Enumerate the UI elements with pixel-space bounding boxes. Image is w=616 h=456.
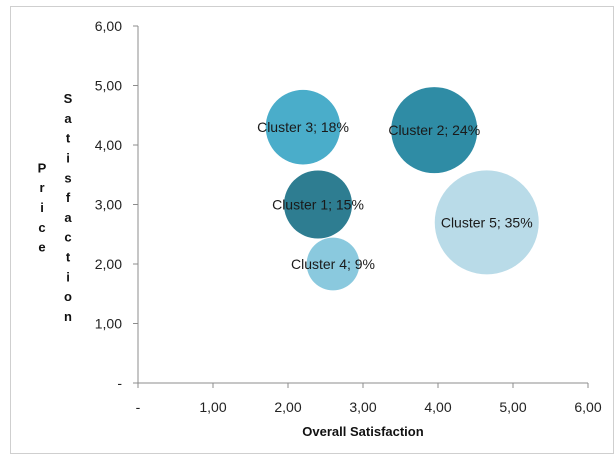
y-axis-title-letter: t <box>66 250 71 265</box>
y-axis-title-letter: a <box>64 111 72 126</box>
y-tick-label: 1,00 <box>95 316 122 332</box>
y-axis-title-letter: r <box>39 180 44 195</box>
x-tick-label: 5,00 <box>499 399 526 415</box>
x-tick-label: 4,00 <box>424 399 451 415</box>
y-axis-title-letter: S <box>64 91 73 106</box>
bubble-cluster-5 <box>434 170 539 275</box>
y-axis-title-letter: i <box>66 269 70 284</box>
y-axis-title-letter: i <box>66 151 70 166</box>
bubble-label: Cluster 3; 18% <box>257 119 349 135</box>
bubble-label: Cluster 1; 15% <box>272 197 364 213</box>
bubble-label: Cluster 2; 24% <box>388 122 480 138</box>
y-axis-title-letter: t <box>66 131 71 146</box>
x-tick-label: 1,00 <box>199 399 226 415</box>
x-tick-label: 3,00 <box>349 399 376 415</box>
y-tick-label: 3,00 <box>95 197 122 213</box>
y-axis-title-letter: n <box>64 309 72 324</box>
bubbles-layer <box>265 87 539 291</box>
ticks-layer: - 1,00 2,00 3,00 4,00 5,00 6,00 - 1,00 2,00 3,00 4,… <box>95 18 602 415</box>
x-tick-label: 2,00 <box>274 399 301 415</box>
y-axis-title-letter: s <box>64 170 71 185</box>
y-axis-title-letter: e <box>38 240 45 255</box>
y-axis-title-letter: P <box>38 160 47 175</box>
y-tick-label: 5,00 <box>95 78 122 94</box>
bubble-label: Cluster 5; 35% <box>441 214 533 230</box>
y-tick-label: - <box>117 375 122 391</box>
chart-frame: - 1,00 2,00 3,00 4,00 5,00 6,00 - 1,00 2,00 3,00 4,… <box>10 6 614 454</box>
y-axis-title-letter: i <box>40 200 44 215</box>
bubble-cluster-4 <box>306 237 360 291</box>
y-axis-title-letter: o <box>64 289 72 304</box>
y-axis-title-letter: c <box>64 230 71 245</box>
y-tick-label: 4,00 <box>95 137 122 153</box>
bubble-cluster-2 <box>391 87 478 174</box>
bubble-cluster-3 <box>265 89 341 165</box>
bubble-cluster-1 <box>283 170 353 239</box>
bubble-label: Cluster 4; 9% <box>291 256 375 272</box>
x-tick-label: 6,00 <box>574 399 601 415</box>
y-tick-label: 6,00 <box>95 18 122 34</box>
x-axis-title: Overall Satisfaction <box>302 424 423 439</box>
y-axis-title-letter: f <box>66 190 71 205</box>
bubble-labels-layer: Cluster 1; 15% Cluster 2; 24% Cluster 3; 1… <box>257 119 533 272</box>
bubble-chart: - 1,00 2,00 3,00 4,00 5,00 6,00 - 1,00 2,00 3,00 4,… <box>38 18 602 439</box>
x-tick-label: - <box>136 399 141 415</box>
y-tick-label: 2,00 <box>95 256 122 272</box>
y-axis-title-letter: c <box>38 220 45 235</box>
y-axis-title-letter: a <box>64 210 72 225</box>
